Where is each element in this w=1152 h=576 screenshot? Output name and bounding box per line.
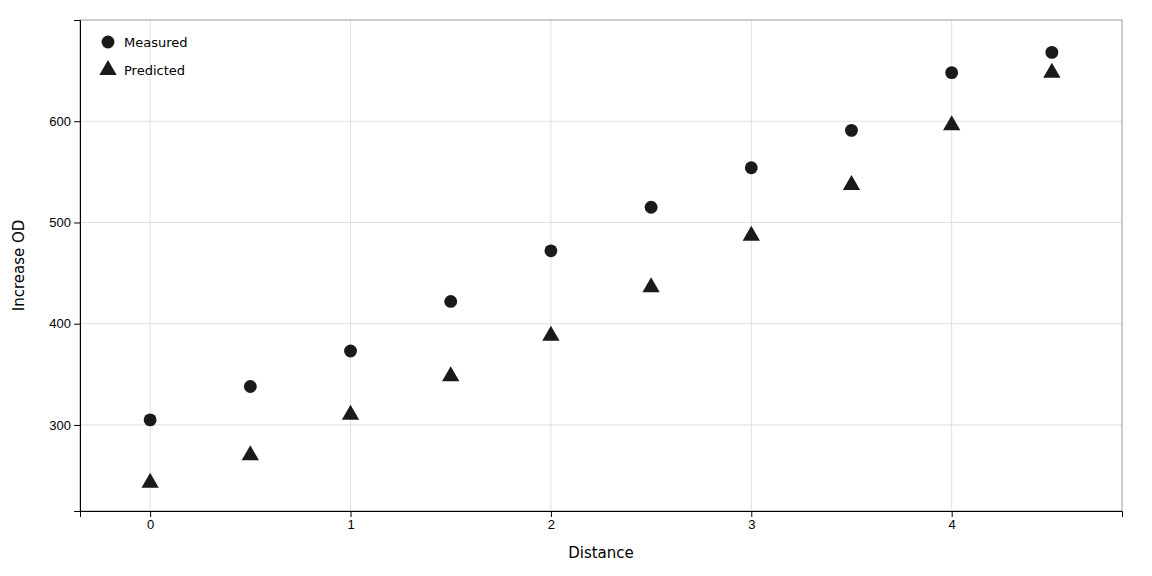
x-tick-label: 3 [748,517,755,532]
plot-frame [80,20,1122,511]
grid-line-y [80,121,1122,122]
x-tick-label: 2 [548,517,555,532]
y-tick: 600 [49,114,80,129]
grid-line-y [80,222,1122,223]
point-triangle [1043,63,1060,78]
y-tick: 300 [49,418,80,433]
point-circle [1045,46,1058,59]
x-axis-title: Distance [568,544,634,562]
legend-symbol [99,60,116,75]
point-circle [444,295,457,308]
point-triangle [542,326,559,341]
y-tick-label: 400 [49,316,71,331]
point-triangle [843,175,860,190]
grid-line-y [80,323,1122,324]
grid-line-x [951,20,952,511]
x-tick-mark [751,511,752,517]
point-circle [544,244,557,257]
point-circle [244,380,257,393]
y-tick-mark [74,121,80,122]
x-tick-mark [551,511,552,517]
y-axis-title: Increase OD [10,220,28,312]
x-tick: 2 [548,511,555,532]
x-tick-label: 0 [147,517,154,532]
y-axis-line [74,21,81,512]
x-tick-mark [150,511,151,517]
y-tick-mark [74,324,80,325]
point-triangle [743,226,760,241]
grid-line-x [751,20,752,511]
plot: 0 1 2 3 4 300 400 500 600 Measured Predicted [49,20,1122,532]
grid-line-x [350,20,351,511]
y-tick-mark [74,222,80,223]
x-tick: 0 [147,511,154,532]
y-tick-label: 500 [49,215,71,230]
grid [80,20,1122,511]
y-tick: 400 [49,316,80,331]
y-tick-label: 600 [49,114,71,129]
point-triangle [943,115,960,130]
x-tick: 4 [949,511,956,532]
point-circle [144,413,157,426]
point-circle [845,124,858,137]
legend-label: Predicted [124,63,185,78]
point-circle [344,345,357,358]
x-tick-mark [952,511,953,517]
point-triangle [342,405,359,420]
series [144,46,1059,426]
x-tick-label: 4 [949,517,956,532]
grid-line-y [80,424,1122,425]
point-triangle [442,366,459,381]
point-triangle [141,473,158,488]
x-tick: 1 [347,511,354,532]
point-circle [745,161,758,174]
x-tick-label: 1 [347,517,354,532]
legend-symbol [102,36,115,49]
legend-label: Measured [124,35,188,50]
y-axis: 300 400 500 600 [49,21,80,512]
chart: 0 1 2 3 4 300 400 500 600 Measured Predicted Distan… [0,0,1152,576]
grid-line-x [150,20,151,511]
points [141,46,1060,488]
point-circle [945,66,958,79]
legend: Measured Predicted [99,35,187,78]
grid-line-x [550,20,551,511]
x-axis: 0 1 2 3 4 [81,511,1123,532]
point-circle [645,201,658,214]
x-tick-mark [351,511,352,517]
x-tick: 3 [748,511,755,532]
y-tick-mark [74,425,80,426]
series [141,63,1060,488]
point-triangle [242,445,259,460]
y-tick: 500 [49,215,80,230]
point-triangle [642,277,659,292]
legend-item: Measured [102,35,188,50]
x-axis-line [81,512,1123,518]
y-tick-label: 300 [49,418,71,433]
legend-item: Predicted [99,60,185,78]
